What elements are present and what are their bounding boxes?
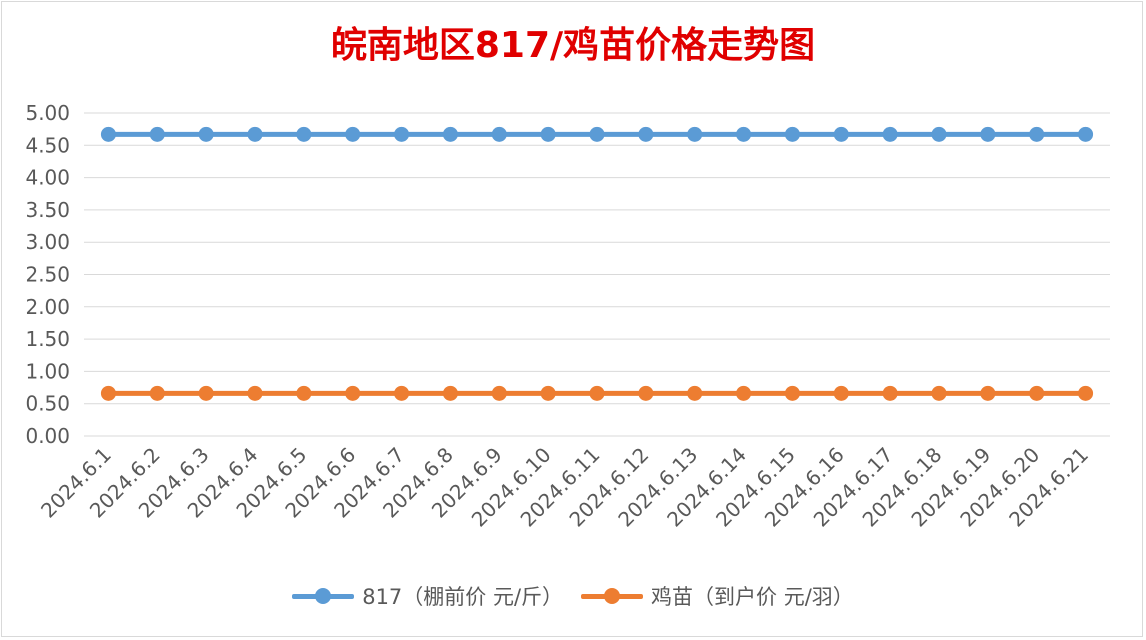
legend-swatch-chick bbox=[581, 586, 644, 606]
chart-legend: 817（棚前价 元/斤） 鸡苗（到户价 元/羽） bbox=[0, 578, 1146, 614]
series-0-point-0 bbox=[100, 126, 116, 142]
series-1-point-18 bbox=[980, 385, 996, 401]
series-1-point-14 bbox=[784, 385, 800, 401]
series-1-point-17 bbox=[931, 385, 947, 401]
series-0-point-5 bbox=[345, 126, 361, 142]
legend-swatch-817 bbox=[292, 586, 355, 606]
y-tick-label-8: 4.00 bbox=[25, 166, 70, 190]
y-tick-label-4: 2.00 bbox=[25, 295, 70, 319]
series-0-point-16 bbox=[882, 126, 898, 142]
series-1-point-20 bbox=[1078, 385, 1094, 401]
series-0-point-17 bbox=[931, 126, 947, 142]
y-tick-label-7: 3.50 bbox=[25, 198, 70, 222]
series-0-point-20 bbox=[1078, 126, 1094, 142]
series-1-point-15 bbox=[833, 385, 849, 401]
series-1-point-13 bbox=[736, 385, 752, 401]
legend-label-817: 817（棚前价 元/斤） bbox=[362, 585, 564, 609]
series-1-point-1 bbox=[149, 385, 165, 401]
y-tick-label-6: 3.00 bbox=[25, 230, 70, 254]
legend-marker-817 bbox=[315, 588, 332, 604]
series-0-point-19 bbox=[1029, 126, 1045, 142]
series-0-point-9 bbox=[540, 126, 556, 142]
y-tick-label-3: 1.50 bbox=[25, 327, 70, 351]
series-0-point-1 bbox=[149, 126, 165, 142]
series-1-point-10 bbox=[589, 385, 605, 401]
y-tick-label-1: 0.50 bbox=[25, 392, 70, 416]
series-1-point-6 bbox=[394, 385, 410, 401]
series-1-point-5 bbox=[345, 385, 361, 401]
series-1-point-12 bbox=[687, 385, 703, 401]
series-1-point-0 bbox=[100, 385, 116, 401]
legend-item-chick: 鸡苗（到户价 元/羽） bbox=[581, 581, 854, 611]
series-0-point-11 bbox=[638, 126, 654, 142]
series-0-point-2 bbox=[198, 126, 214, 142]
series-0-point-4 bbox=[296, 126, 312, 142]
y-tick-label-0: 0.00 bbox=[25, 424, 70, 448]
gridlines bbox=[84, 112, 1110, 437]
legend-marker-chick bbox=[604, 588, 621, 604]
series-0-point-12 bbox=[687, 126, 703, 142]
series-0-point-13 bbox=[736, 126, 752, 142]
y-tick-label-2: 1.00 bbox=[25, 359, 70, 383]
series-1-point-3 bbox=[247, 385, 263, 401]
series-0-point-10 bbox=[589, 126, 605, 142]
chart-title: 皖南地区817/鸡苗价格走势图 bbox=[330, 25, 816, 66]
series-1-point-8 bbox=[491, 385, 507, 401]
series-0-point-6 bbox=[394, 126, 410, 142]
series-0-point-7 bbox=[442, 126, 458, 142]
series-0-point-3 bbox=[247, 126, 263, 142]
series-1-point-19 bbox=[1029, 385, 1045, 401]
legend-label-chick: 鸡苗（到户价 元/羽） bbox=[651, 585, 854, 609]
series-0-point-15 bbox=[833, 126, 849, 142]
y-tick-label-10: 5.00 bbox=[25, 101, 70, 125]
series-0-point-8 bbox=[491, 126, 507, 142]
series-1-point-2 bbox=[198, 385, 214, 401]
y-tick-label-5: 2.50 bbox=[25, 263, 70, 287]
series-1-point-4 bbox=[296, 385, 312, 401]
series-0-point-14 bbox=[784, 126, 800, 142]
series-1-point-9 bbox=[540, 385, 556, 401]
series-1-point-11 bbox=[638, 385, 654, 401]
series-1-point-7 bbox=[442, 385, 458, 401]
series-0-point-18 bbox=[980, 126, 996, 142]
legend-item-817: 817（棚前价 元/斤） bbox=[292, 581, 563, 611]
y-tick-label-9: 4.50 bbox=[25, 133, 70, 157]
series-1-point-16 bbox=[882, 385, 898, 401]
